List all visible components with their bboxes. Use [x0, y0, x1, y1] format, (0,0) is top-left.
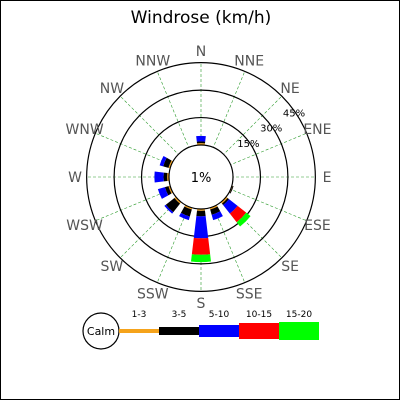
- spoke-wnw: [96, 133, 202, 178]
- bar-sse-3-5: [210, 206, 221, 215]
- calm-percent-label: 1%: [191, 171, 212, 186]
- bar-se-1-3: [220, 196, 228, 204]
- ring-labels: 15%30%45%: [237, 108, 305, 150]
- spoke-ne: [200, 96, 282, 178]
- spoke-ssw: [157, 176, 202, 282]
- bar-sse-5-10: [211, 211, 223, 221]
- direction-label-nne: NNE: [234, 54, 264, 70]
- direction-label-nnw: NNW: [135, 54, 170, 70]
- spoke-nw: [120, 96, 202, 178]
- spoke-nnw: [157, 72, 202, 178]
- bar-ssw-5-10: [179, 212, 190, 221]
- bar-se-10-15: [229, 205, 247, 223]
- bar-sw-5-10: [164, 204, 174, 214]
- spoke-wsw: [96, 176, 202, 221]
- bar-wnw-5-10: [159, 155, 167, 167]
- bar-s-3-5: [196, 210, 206, 217]
- direction-label-n: N: [196, 44, 206, 60]
- chart-title: Windrose (km/h): [131, 8, 272, 28]
- direction-label-ene: ENE: [303, 122, 331, 138]
- bar-se-3-5: [221, 197, 230, 206]
- direction-label-ssw: SSW: [137, 286, 169, 302]
- ring-label-3: 45%: [283, 108, 305, 119]
- direction-label-wsw: WSW: [66, 218, 103, 234]
- direction-label-s: S: [197, 296, 206, 312]
- legend-label-1-3: 1-3: [132, 310, 147, 320]
- ring-label-2: 30%: [260, 124, 282, 135]
- direction-label-se: SE: [281, 259, 299, 275]
- ring-3: [86, 62, 316, 292]
- calm-circle: [168, 144, 234, 210]
- direction-labels: N NNE NE ENE E ESE SE SSE S SSW SW WSW W WNW NW NNW: [66, 44, 332, 312]
- ring-2: [113, 89, 289, 265]
- direction-label-wnw: WNW: [66, 122, 104, 138]
- bar-se-15-20: [236, 212, 251, 227]
- direction-label-sw: SW: [101, 259, 124, 275]
- bar-sw-3-5: [165, 197, 181, 213]
- legend-swatch-15-20: [279, 322, 319, 340]
- spoke-sw: [120, 176, 202, 258]
- direction-label-sse: SSE: [236, 286, 263, 302]
- bar-wsw-5-10: [157, 187, 169, 199]
- spoke-sse: [200, 176, 245, 282]
- bar-wsw-3-5: [164, 186, 172, 196]
- legend-swatch-3-5: [159, 327, 199, 335]
- bar-s-10-15: [191, 237, 211, 255]
- spoke-ese: [200, 176, 306, 221]
- legend-label-3-5: 3-5: [172, 310, 187, 320]
- direction-label-e: E: [323, 170, 332, 186]
- direction-label-ne: NE: [280, 81, 299, 97]
- legend-swatch-1-3: [119, 329, 159, 333]
- legend-calm-label: Calm: [87, 325, 115, 338]
- direction-label-w: W: [68, 170, 82, 186]
- legend-label-15-20: 15-20: [286, 310, 312, 320]
- bar-se-5-10: [223, 199, 238, 214]
- bar-wnw-3-5: [163, 157, 172, 168]
- legend-swatch-5-10: [199, 325, 239, 337]
- bar-s-5-10: [193, 216, 209, 239]
- direction-label-ese: ESE: [304, 218, 331, 234]
- bar-s-15-20: [191, 254, 211, 263]
- bar-ssw-3-5: [180, 206, 192, 217]
- legend-label-5-10: 5-10: [209, 310, 230, 320]
- legend-label-10-15: 10-15: [246, 310, 272, 320]
- bar-sw-1-3: [174, 196, 182, 204]
- bar-n-5-10: [196, 135, 206, 142]
- bar-w-3-5: [163, 172, 168, 182]
- speed-legend: Calm 1-3 3-5 5-10 10-15 15-20: [82, 310, 319, 350]
- bar-ese-3-5: [229, 185, 234, 194]
- legend-swatch-10-15: [239, 323, 279, 339]
- ring-label-1: 15%: [237, 139, 259, 150]
- spoke-nne: [200, 72, 245, 178]
- spoke-ene: [200, 133, 306, 178]
- bar-n-3-5: [196, 141, 206, 144]
- bar-w-5-10: [154, 171, 164, 183]
- direction-label-nw: NW: [100, 81, 124, 97]
